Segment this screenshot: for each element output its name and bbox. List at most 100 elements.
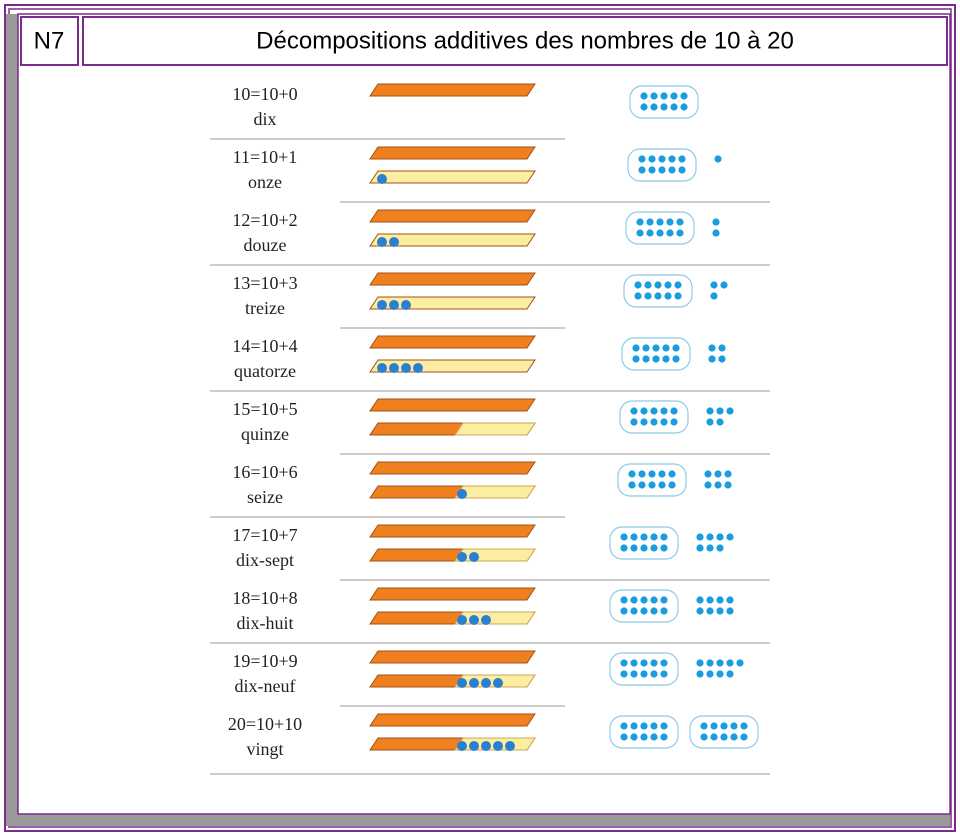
equation: 12=10+2: [232, 210, 297, 230]
rod: [369, 272, 536, 286]
rod: [369, 296, 536, 310]
ten-frame: [609, 715, 679, 749]
dot: [740, 733, 748, 741]
rod: [369, 587, 536, 601]
dot: [716, 596, 724, 604]
dot: [700, 722, 708, 730]
ball: [389, 300, 399, 310]
rod: [369, 233, 536, 247]
ball: [457, 741, 467, 751]
title: Décompositions additives des nombres de …: [256, 27, 794, 54]
rod-part: [454, 485, 536, 499]
dot: [710, 722, 718, 730]
dot: [706, 544, 714, 552]
word: douze: [244, 235, 287, 255]
dot: [660, 544, 668, 552]
dot: [706, 607, 714, 615]
dot: [710, 281, 718, 289]
dot: [640, 103, 648, 111]
word: onze: [248, 172, 282, 192]
dot: [628, 470, 636, 478]
dot: [656, 229, 664, 237]
dot: [716, 670, 724, 678]
dot: [666, 229, 674, 237]
dot: [654, 292, 662, 300]
dot: [650, 596, 658, 604]
dot: [650, 607, 658, 615]
dot: [706, 533, 714, 541]
dot: [740, 722, 748, 730]
dot: [660, 407, 668, 415]
dot: [670, 103, 678, 111]
equation: 19=10+9: [232, 651, 297, 671]
dot: [736, 659, 744, 667]
dot: [710, 733, 718, 741]
dot: [620, 533, 628, 541]
dot: [696, 533, 704, 541]
dot: [662, 355, 670, 363]
equation: 10=10+0: [232, 84, 297, 104]
equation: 18=10+8: [232, 588, 297, 608]
dot: [676, 229, 684, 237]
dot: [720, 281, 728, 289]
dot: [620, 722, 628, 730]
word: dix-neuf: [235, 676, 296, 696]
dot: [670, 407, 678, 415]
ten-frame: [623, 274, 693, 308]
ball: [457, 678, 467, 688]
dot: [716, 407, 724, 415]
dot: [704, 481, 712, 489]
dot: [630, 407, 638, 415]
dot: [678, 166, 686, 174]
dot: [672, 355, 680, 363]
dot: [708, 344, 716, 352]
ball: [377, 174, 387, 184]
dot: [660, 670, 668, 678]
dot: [726, 533, 734, 541]
ball: [389, 363, 399, 373]
ball: [493, 678, 503, 688]
dot: [724, 470, 732, 478]
dot: [656, 218, 664, 226]
ball: [457, 615, 467, 625]
dot: [716, 533, 724, 541]
dot: [668, 166, 676, 174]
ten-frame: [619, 400, 689, 434]
dot: [674, 281, 682, 289]
dot: [630, 544, 638, 552]
rows: 10=10+0 dix 11=10+1 onze 12=10+2 douze 13=10+3…: [210, 83, 770, 775]
rod: [369, 335, 536, 349]
ten-frame: [617, 463, 687, 497]
shadow-bottom: [6, 814, 950, 826]
ball: [481, 615, 491, 625]
dot: [660, 533, 668, 541]
ball: [469, 678, 479, 688]
ball: [481, 741, 491, 751]
dot: [640, 544, 648, 552]
dot: [660, 733, 668, 741]
dot: [650, 92, 658, 100]
equation: 14=10+4: [232, 336, 297, 356]
dot: [650, 733, 658, 741]
rod-part: [454, 611, 536, 625]
ball: [469, 552, 479, 562]
rod: [369, 398, 536, 412]
dot: [668, 470, 676, 478]
ten-frame: [689, 715, 759, 749]
dot: [630, 733, 638, 741]
dot: [680, 103, 688, 111]
dot: [634, 281, 642, 289]
dot: [632, 355, 640, 363]
dot: [640, 533, 648, 541]
dot: [640, 92, 648, 100]
ten-frame: [621, 337, 691, 371]
dot: [696, 544, 704, 552]
dot: [676, 218, 684, 226]
dot: [640, 407, 648, 415]
dot: [730, 733, 738, 741]
dot: [660, 92, 668, 100]
ball: [469, 615, 479, 625]
dot: [648, 481, 656, 489]
dot: [648, 470, 656, 478]
